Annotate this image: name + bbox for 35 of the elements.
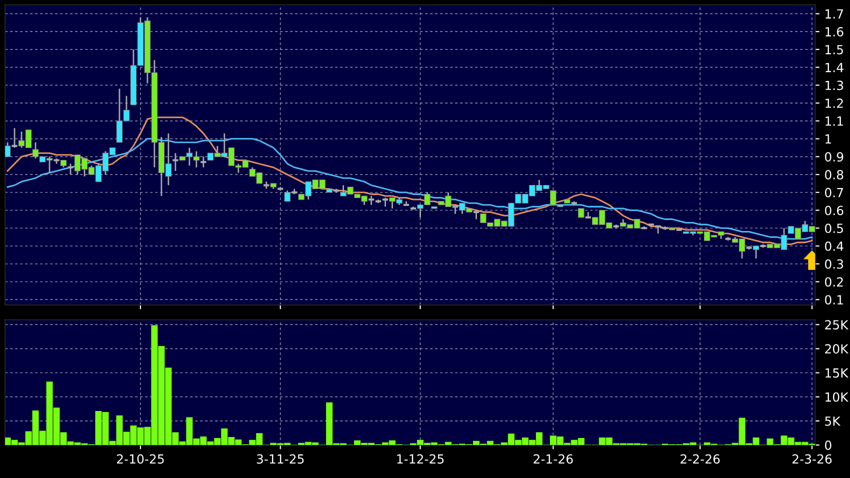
candlestick xyxy=(66,163,74,176)
y-tick-label: 1.5 xyxy=(826,45,843,54)
candlestick xyxy=(200,156,208,168)
y-tick-label: 0.4 xyxy=(825,241,844,251)
y-tick-label: 0.9 xyxy=(825,152,844,162)
y-tick-label: 0.8 xyxy=(825,170,844,180)
x-tick-label: 2-2-26 xyxy=(680,454,720,464)
y-tick-label: 25K xyxy=(825,320,849,330)
x-tick-label: 2-3-26 xyxy=(792,454,832,464)
y-tick-label: 0.1 xyxy=(825,295,843,305)
candlestick xyxy=(172,152,180,172)
y-tick-label: 5K xyxy=(825,416,841,426)
y-tick-label: 1.1 xyxy=(826,116,843,126)
y-tick-label: 0 xyxy=(825,440,832,450)
x-tick-label: 3-11-25 xyxy=(256,454,304,464)
y-tick-label: 20K xyxy=(825,344,849,354)
y-tick-label: 0.5 xyxy=(825,224,843,234)
y-tick-label: 1.4 xyxy=(826,62,844,72)
y-tick-label: 1 xyxy=(826,134,831,144)
x-tick-label: 2-1-26 xyxy=(534,454,573,464)
candlestick xyxy=(584,211,592,218)
y-tick-label: 0.7 xyxy=(825,188,843,198)
y-tick-label: 0.6 xyxy=(825,206,844,216)
y-tick-label: 1.6 xyxy=(826,27,844,37)
y-tick-label: 10K xyxy=(826,392,849,402)
candlestick xyxy=(10,127,18,148)
candlestick xyxy=(451,206,460,215)
y-tick-label: 15K xyxy=(826,368,849,378)
y-tick-label: 1.2 xyxy=(826,98,843,108)
x-tick-label: 2-10-25 xyxy=(116,454,164,464)
y-tick-label: 1.7 xyxy=(826,9,843,18)
y-tick-label: 1.3 xyxy=(826,80,844,90)
x-tick-label: 1-12-25 xyxy=(397,454,444,464)
y-tick-label: 0.2 xyxy=(825,277,843,287)
y-tick-label: 0.3 xyxy=(825,259,844,269)
